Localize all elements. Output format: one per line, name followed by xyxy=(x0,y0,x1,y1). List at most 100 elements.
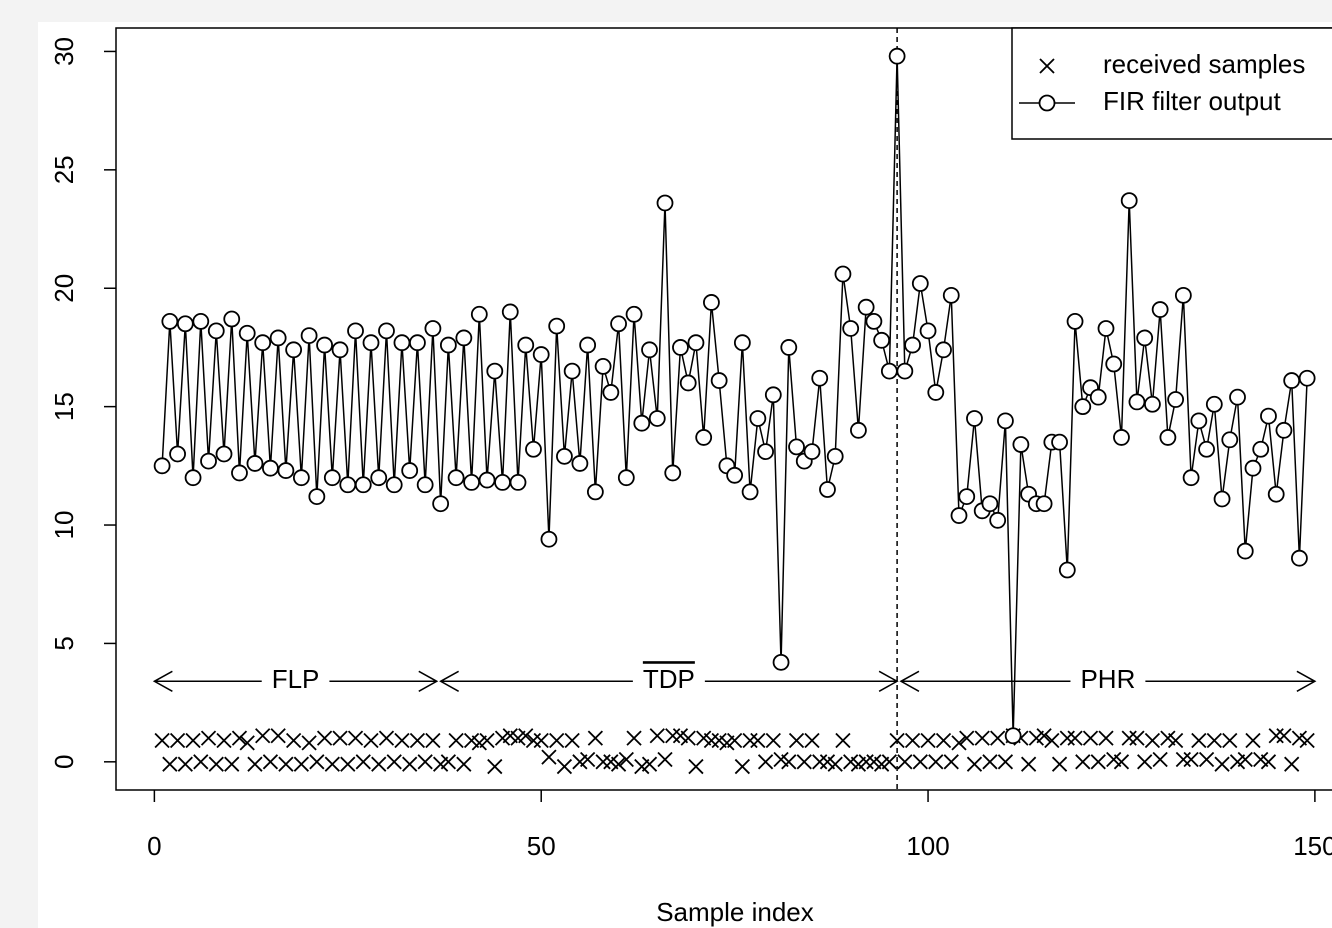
cross-marker xyxy=(1276,728,1292,744)
cross-marker xyxy=(162,756,178,772)
circle-marker xyxy=(1298,369,1316,387)
arrow-head xyxy=(899,670,920,692)
cross-marker xyxy=(208,756,224,772)
cross-marker xyxy=(912,754,928,770)
cross-marker xyxy=(425,732,441,749)
circle-marker xyxy=(401,462,419,479)
cross-stroke xyxy=(1129,730,1145,746)
cross-marker xyxy=(765,732,781,749)
circle-marker xyxy=(1213,490,1231,508)
cross-marker xyxy=(688,758,704,775)
circle-marker xyxy=(525,440,542,458)
circle-marker xyxy=(633,414,651,432)
circle-marker xyxy=(997,412,1014,430)
circle-marker xyxy=(262,459,279,477)
circle-marker xyxy=(532,346,550,363)
cross-stroke xyxy=(1152,751,1168,768)
cross-marker xyxy=(1191,732,1207,749)
circle-marker xyxy=(911,275,929,292)
circle-marker xyxy=(1229,388,1246,406)
cross-marker xyxy=(1183,751,1199,768)
legend-label: received samples xyxy=(1103,49,1305,79)
circle-marker xyxy=(416,476,434,494)
cross-marker xyxy=(796,754,812,770)
cross-marker xyxy=(812,754,828,770)
circle-marker xyxy=(819,481,836,498)
cross-stroke xyxy=(347,730,364,746)
circle-marker xyxy=(1252,440,1270,458)
circle-marker xyxy=(1012,436,1030,453)
cross-marker xyxy=(1067,730,1083,746)
cross-stroke xyxy=(796,754,812,770)
cross-marker xyxy=(1152,751,1168,768)
cross-marker xyxy=(951,735,967,751)
cross-marker xyxy=(371,756,387,772)
cross-stroke xyxy=(1245,732,1261,749)
circle-marker xyxy=(772,653,790,671)
circle-marker xyxy=(215,445,233,463)
cross-stroke xyxy=(912,754,928,770)
circle-marker xyxy=(1221,431,1239,449)
y-tick-label: 30 xyxy=(49,37,79,66)
circle-marker xyxy=(161,312,179,330)
circle-marker xyxy=(1144,395,1161,413)
y-tick-label: 15 xyxy=(49,392,79,421)
cross-marker xyxy=(224,756,240,772)
cross-marker xyxy=(1167,732,1184,749)
y-tick-label: 20 xyxy=(49,274,79,303)
cross-marker xyxy=(293,756,310,772)
cross-stroke xyxy=(579,751,596,768)
circle-marker xyxy=(463,474,480,491)
cross-marker xyxy=(928,754,944,770)
x-tick-label: 100 xyxy=(906,831,949,861)
arrow-head xyxy=(878,670,899,692)
cross-stroke xyxy=(1113,754,1130,770)
cross-marker xyxy=(479,732,495,749)
circle-marker xyxy=(850,421,867,439)
x-tick-label: 0 xyxy=(147,831,161,861)
plot-background xyxy=(38,22,1332,928)
circle-marker xyxy=(470,305,488,323)
cross-marker xyxy=(1214,756,1230,772)
cross-stroke xyxy=(750,732,766,749)
circle-marker xyxy=(354,476,372,494)
cross-stroke xyxy=(618,751,634,768)
cross-stroke xyxy=(595,754,611,770)
arrow-head xyxy=(1296,670,1317,692)
cross-marker xyxy=(448,732,464,749)
cross-stroke xyxy=(781,754,797,770)
circle-marker xyxy=(548,317,566,335)
cross-stroke xyxy=(1299,732,1315,749)
circle-marker xyxy=(989,511,1007,529)
cross-stroke xyxy=(371,756,387,772)
cross-marker xyxy=(386,754,402,770)
circle-marker xyxy=(803,443,821,461)
circle-marker xyxy=(648,410,666,427)
cross-marker xyxy=(549,732,565,749)
cross-marker xyxy=(881,754,898,770)
legend-box xyxy=(1011,27,1332,140)
circle-marker xyxy=(1074,398,1092,416)
legend-label: FIR filter output xyxy=(1103,86,1282,116)
circle-marker xyxy=(308,488,326,506)
circle-marker xyxy=(1128,393,1146,411)
x-tick-label: 50 xyxy=(527,831,556,861)
cross-marker xyxy=(1268,728,1284,744)
cross-stroke xyxy=(332,730,348,746)
circle-marker xyxy=(486,362,504,380)
cross-stroke xyxy=(928,754,944,770)
circle-marker xyxy=(362,334,380,352)
y-tick-label: 10 xyxy=(49,511,79,540)
circle-marker xyxy=(826,447,844,465)
cross-stroke xyxy=(1284,756,1300,772)
circle-marker xyxy=(1004,727,1022,745)
cross-marker xyxy=(1090,754,1106,770)
cross-stroke xyxy=(301,735,317,751)
circle-marker xyxy=(540,530,558,548)
circle-marker xyxy=(865,312,883,330)
cross-stroke xyxy=(703,732,720,749)
circle-marker xyxy=(1198,440,1215,458)
cross-marker xyxy=(579,751,596,768)
region-label: TDP xyxy=(643,664,695,694)
